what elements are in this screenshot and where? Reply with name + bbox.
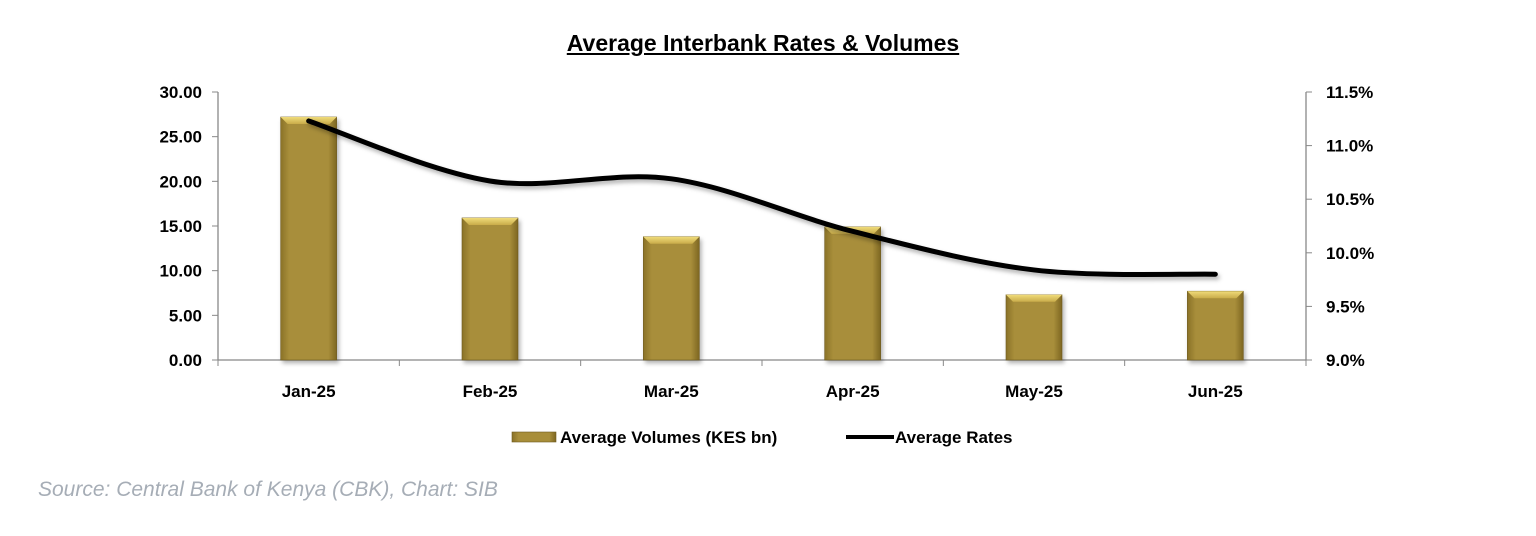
left-tick-label: 0.00: [169, 351, 202, 370]
x-tick-label: Feb-25: [463, 382, 518, 401]
bar: [643, 236, 700, 361]
left-tick-label: 5.00: [169, 306, 202, 325]
right-tick-label: 11.0%: [1326, 137, 1373, 156]
legend-bar-swatch: [511, 431, 557, 443]
x-tick-label: Apr-25: [826, 382, 880, 401]
rates-line: [306, 118, 1218, 278]
bar-body: [643, 236, 700, 361]
left-tick-label: 20.00: [159, 172, 202, 191]
bar-body: [280, 116, 337, 361]
bar: [824, 226, 881, 361]
chart-title: Average Interbank Rates & Volumes: [566, 30, 960, 56]
legend-rates-label: Average Rates: [895, 428, 1013, 447]
left-tick-label: 15.00: [159, 217, 202, 236]
right-tick-label: 11.5%: [1326, 83, 1373, 102]
x-tick-label: May-25: [1005, 382, 1063, 401]
right-tick-label: 10.0%: [1326, 244, 1374, 263]
right-tick-label: 10.5%: [1326, 190, 1374, 209]
x-tick-label: Jan-25: [282, 382, 336, 401]
left-tick-label: 30.00: [159, 83, 202, 102]
bar: [1187, 290, 1244, 361]
bar-bevel: [1006, 294, 1062, 302]
source-note: Source: Central Bank of Kenya (CBK), Cha…: [38, 478, 498, 501]
bar: [461, 217, 519, 361]
right-tick-label: 9.0%: [1326, 351, 1365, 370]
bar: [1005, 294, 1063, 361]
bar-bevel: [462, 217, 518, 225]
x-tick-label: Jun-25: [1188, 382, 1243, 401]
left-tick-label: 10.00: [159, 262, 202, 281]
left-tick-label: 25.00: [159, 128, 202, 147]
bar: [280, 116, 337, 361]
x-tick-label: Mar-25: [644, 382, 699, 401]
legend-volumes-label: Average Volumes (KES bn): [560, 428, 777, 447]
bar-body: [461, 217, 519, 361]
right-tick-label: 9.5%: [1326, 297, 1365, 316]
bar-body: [824, 226, 881, 361]
bar-body: [1187, 290, 1244, 361]
bar-bevel: [1187, 291, 1244, 299]
bar-body: [1005, 294, 1063, 361]
bar-bevel: [643, 236, 700, 244]
